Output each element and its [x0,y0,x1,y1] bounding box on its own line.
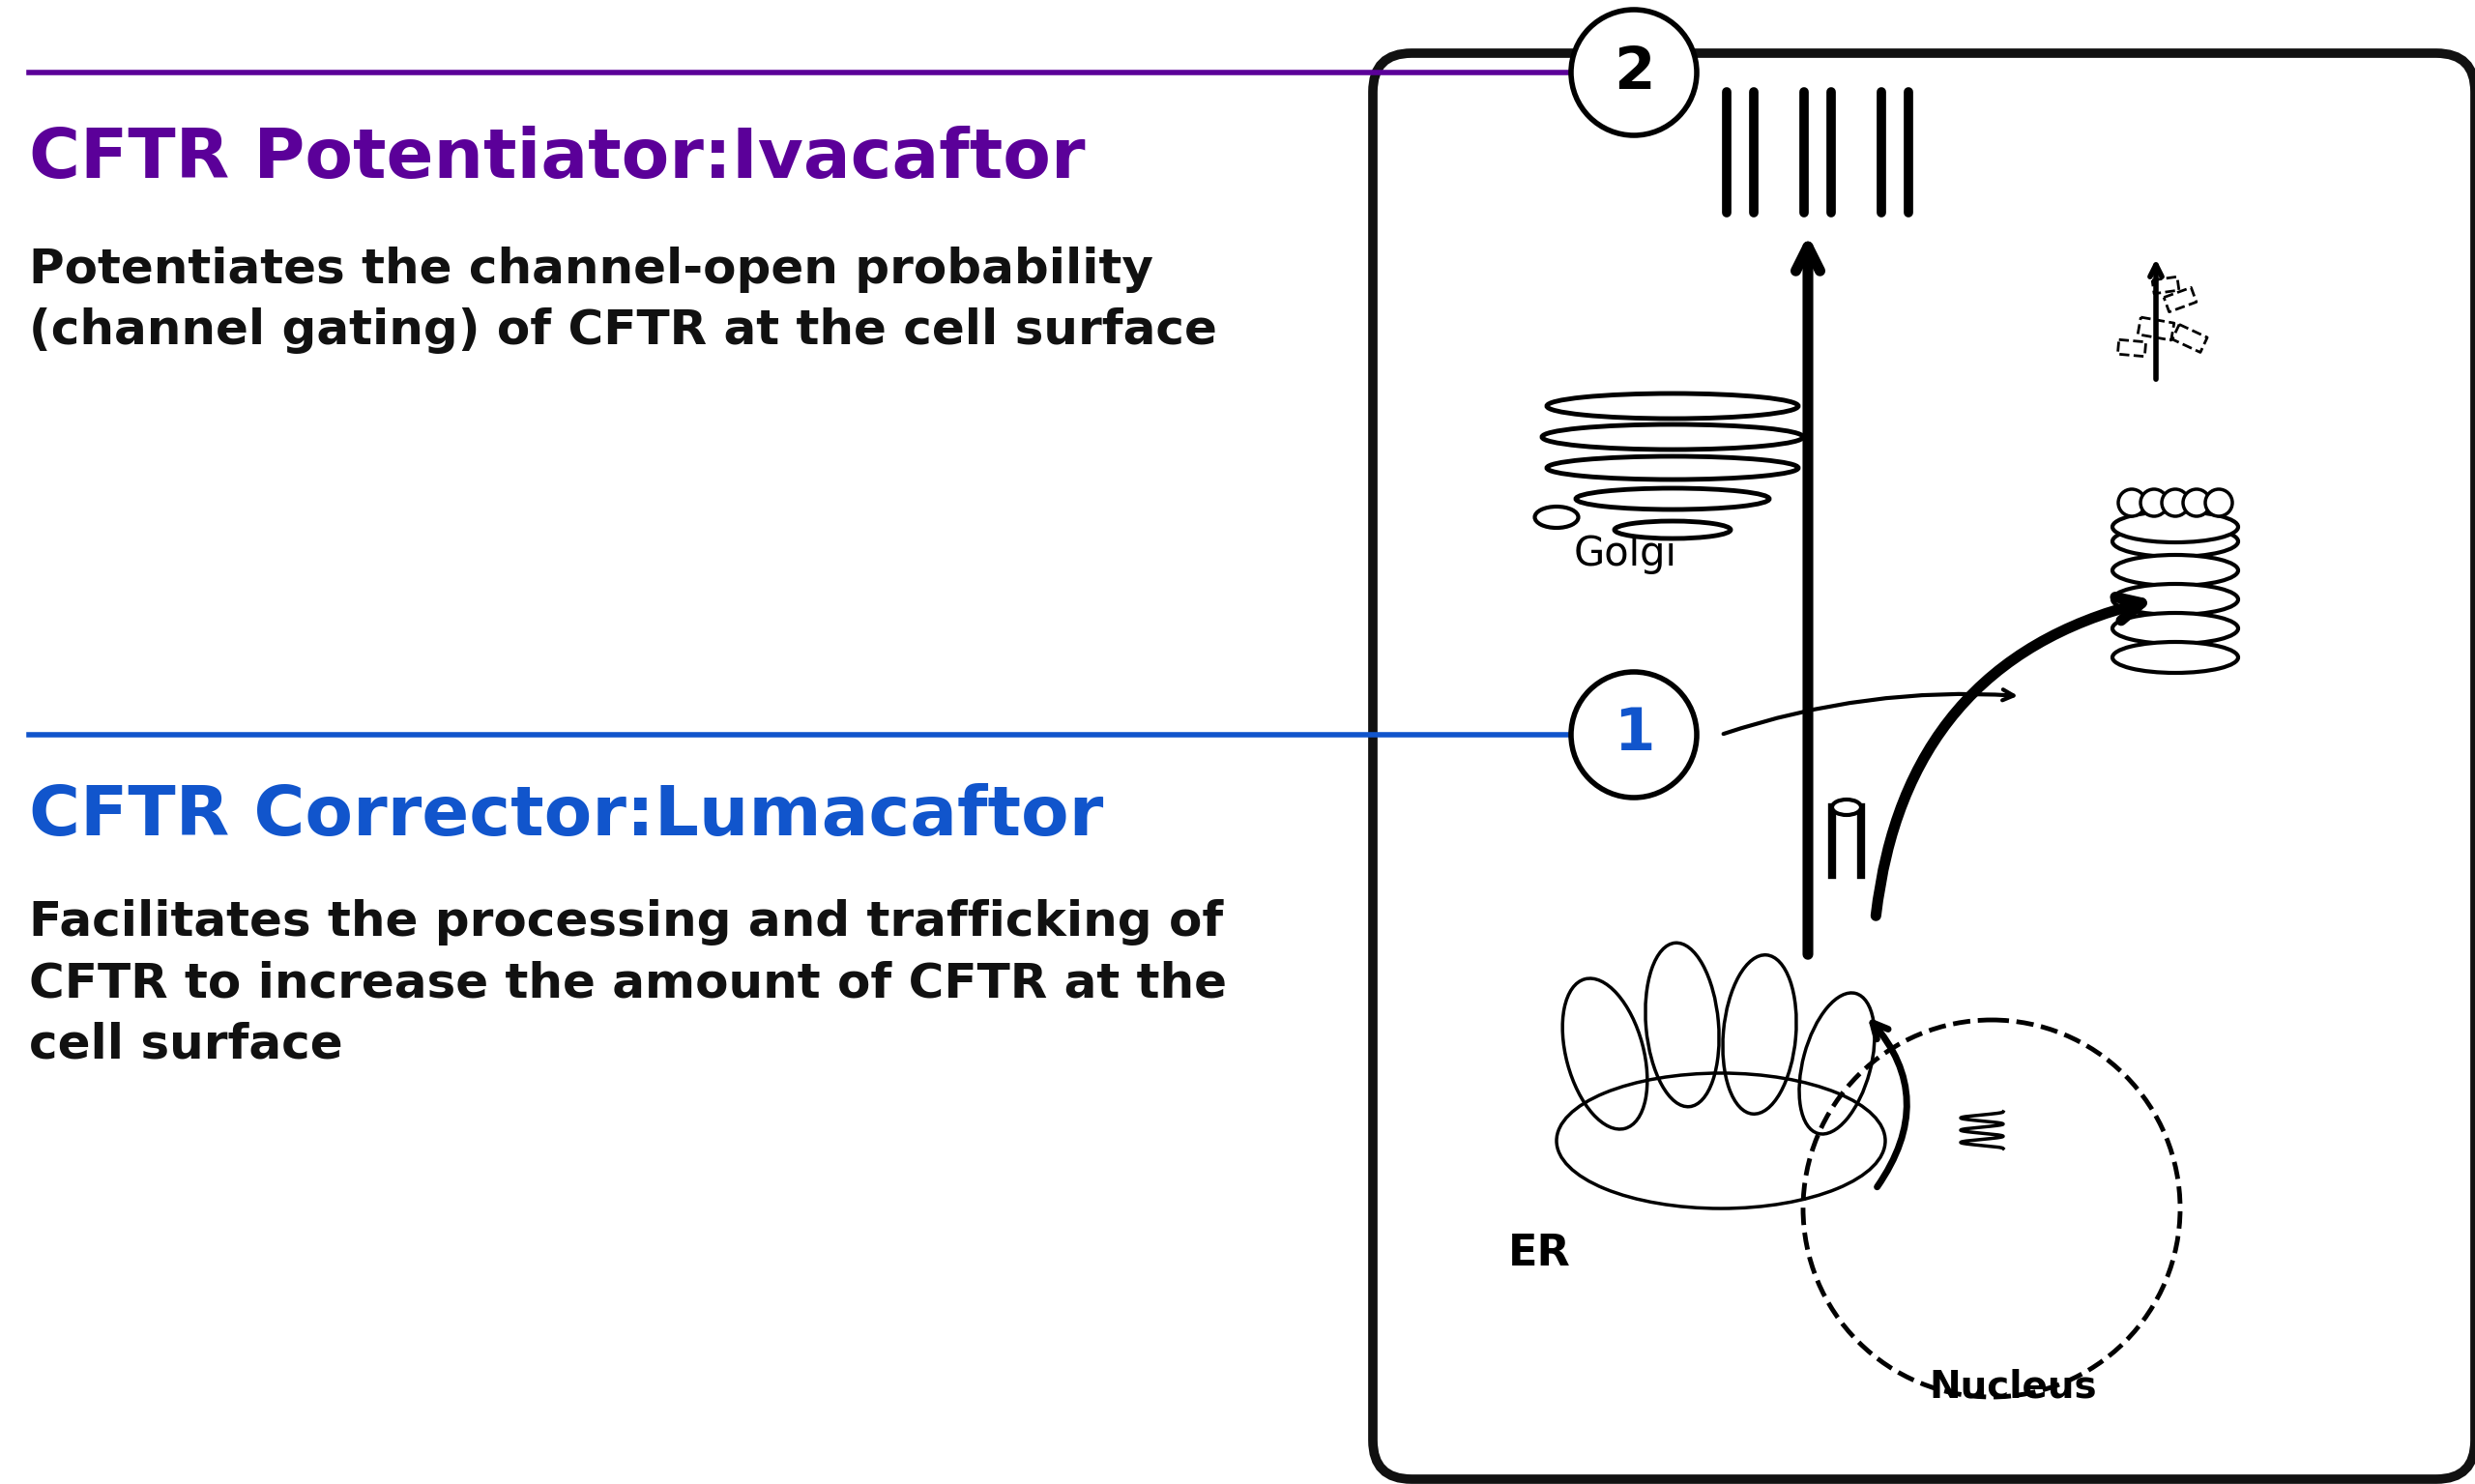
Ellipse shape [2114,512,2237,542]
Circle shape [2141,490,2168,516]
Text: Facilitates the processing and trafficking of
CFTR to increase the amount of CFT: Facilitates the processing and trafficki… [30,899,1228,1067]
Ellipse shape [1614,521,1730,539]
Text: Potentiates the channel-open probability
(channel gating) of CFTR at the cell su: Potentiates the channel-open probability… [30,246,1218,355]
Text: CFTR Corrector:Lumacaftor: CFTR Corrector:Lumacaftor [30,784,1104,850]
Ellipse shape [1547,393,1799,418]
Text: CFTR Potentiator:Ivacaftor: CFTR Potentiator:Ivacaftor [30,126,1084,193]
Text: Nucleus: Nucleus [1928,1368,2096,1405]
Circle shape [1804,1022,2178,1395]
Circle shape [2205,490,2232,516]
Ellipse shape [2114,643,2237,672]
Circle shape [2183,490,2210,516]
Ellipse shape [2114,583,2237,614]
Ellipse shape [1557,1073,1886,1208]
Text: ER: ER [1507,1233,1572,1275]
Ellipse shape [1547,456,1799,479]
Ellipse shape [2114,525,2237,556]
Text: 1: 1 [1614,706,1653,763]
Circle shape [2119,490,2146,516]
Circle shape [1572,10,1698,135]
Text: Golgi: Golgi [1574,534,1678,574]
Text: 2: 2 [1614,45,1653,101]
Ellipse shape [1799,993,1874,1134]
Ellipse shape [1562,978,1648,1129]
Ellipse shape [1542,424,1804,450]
FancyBboxPatch shape [1374,53,2475,1480]
Ellipse shape [1723,954,1797,1114]
Circle shape [1572,672,1698,797]
Ellipse shape [2114,613,2237,644]
Ellipse shape [1534,506,1579,528]
Ellipse shape [1577,488,1770,509]
Ellipse shape [1646,942,1720,1107]
Ellipse shape [1832,800,1861,815]
Ellipse shape [2114,555,2237,586]
Circle shape [2161,490,2188,516]
